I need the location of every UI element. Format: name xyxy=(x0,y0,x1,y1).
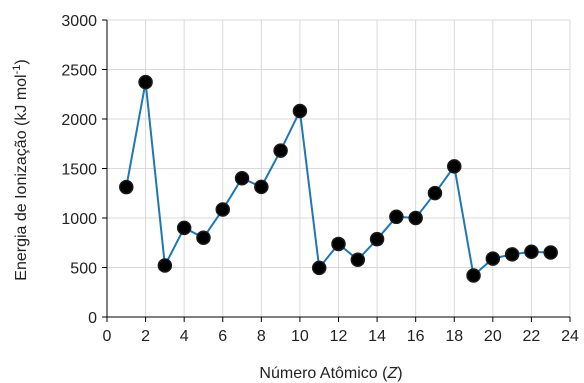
data-point xyxy=(234,170,250,186)
data-point xyxy=(408,210,423,226)
data-point xyxy=(215,202,230,217)
data-point xyxy=(254,179,269,195)
y-tick-label: 1500 xyxy=(61,162,97,179)
y-tick-label: 500 xyxy=(70,261,97,278)
data-point xyxy=(427,185,443,201)
x-tick-label: 24 xyxy=(561,328,579,345)
data-point xyxy=(485,251,501,266)
data-point xyxy=(292,103,308,119)
y-tick-label: 3000 xyxy=(61,13,97,30)
x-tick-label: 22 xyxy=(523,328,541,345)
data-point xyxy=(119,179,134,195)
x-axis-label: Número Atômico (Z) xyxy=(259,365,402,382)
x-tick-label: 16 xyxy=(407,328,425,345)
data-point xyxy=(543,245,558,260)
x-tick-label: 2 xyxy=(141,328,150,345)
data-point xyxy=(504,247,520,262)
data-point xyxy=(311,260,327,276)
y-tick-label: 2000 xyxy=(61,112,97,129)
data-point xyxy=(176,220,192,236)
y-tick-label: 2500 xyxy=(61,63,97,80)
data-point xyxy=(466,268,481,283)
x-tick-label: 4 xyxy=(180,328,189,345)
x-tick-label: 6 xyxy=(218,328,227,345)
x-tick-label: 0 xyxy=(103,328,112,345)
x-tick-label: 8 xyxy=(257,328,266,345)
tick-labels: 0 2 4 6 8 10 12 14 16 18 20 22 240500100015002000250… xyxy=(61,13,579,345)
y-tick-label: 0 xyxy=(88,310,97,327)
x-tick-label: 14 xyxy=(368,328,386,345)
data-point xyxy=(350,252,366,268)
axes xyxy=(102,19,571,322)
data-point xyxy=(447,159,462,174)
y-axis-label: Energia de Ionização (kJ mol-1) xyxy=(11,59,30,280)
x-tick-label: 18 xyxy=(445,328,463,345)
data-point xyxy=(331,236,346,252)
data-point xyxy=(138,74,153,90)
x-tick-label: 10 xyxy=(291,328,309,345)
data-point xyxy=(524,244,539,260)
data-point xyxy=(369,231,385,247)
data-point xyxy=(273,143,288,158)
data-point xyxy=(157,258,173,273)
y-tick-label: 1000 xyxy=(61,211,97,228)
grid-lines xyxy=(107,19,571,317)
series xyxy=(119,74,558,283)
data-point xyxy=(196,230,211,245)
x-tick-label: 12 xyxy=(330,328,348,345)
x-tick-label: 20 xyxy=(484,328,502,345)
data-point xyxy=(389,209,404,225)
